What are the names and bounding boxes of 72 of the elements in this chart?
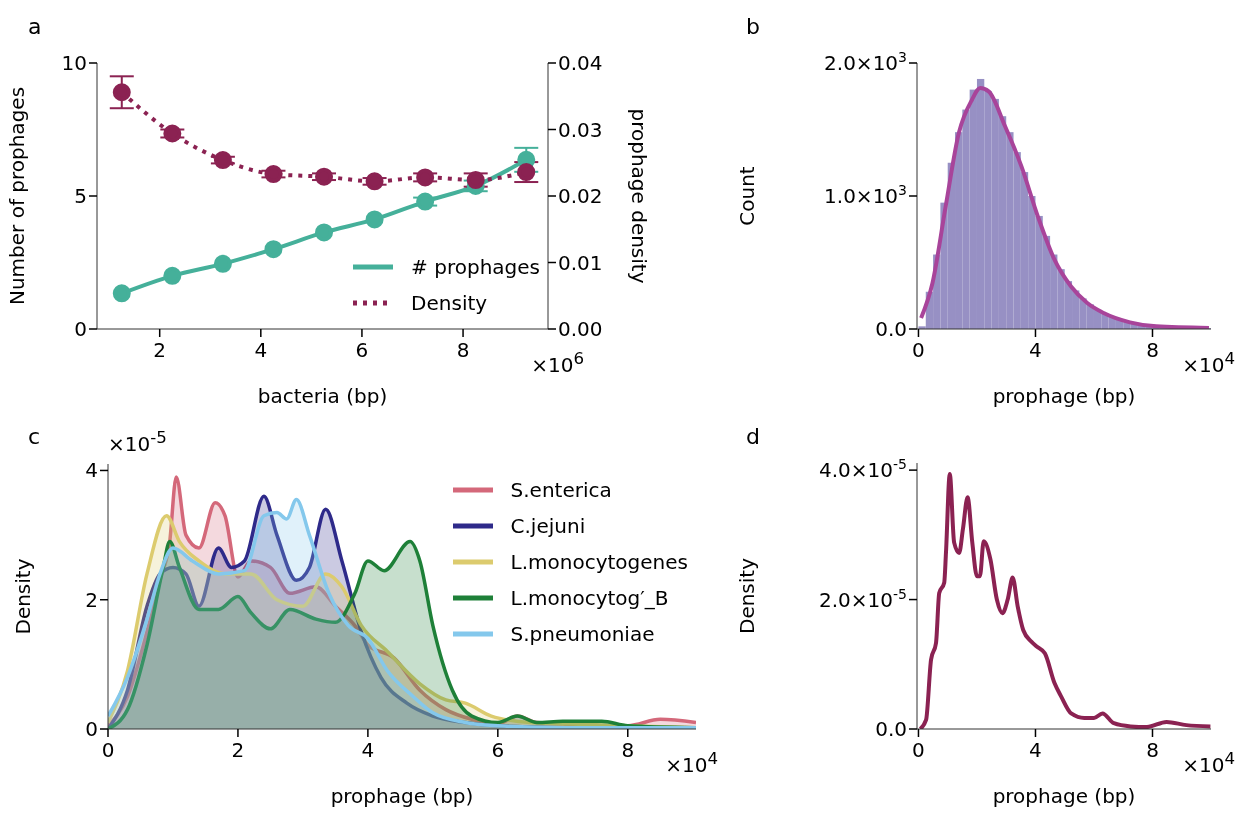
y-axis-title: Density: [735, 557, 760, 635]
x-axis-title: prophage (bp): [992, 384, 1136, 408]
point: [213, 254, 232, 273]
x-tick-label: 8: [1146, 738, 1159, 762]
point: [315, 167, 334, 186]
x-tick-label: 4: [361, 738, 375, 762]
y-tick-label: 1.0×10$^{3}$: [824, 182, 907, 208]
y-axis-title: Number of prophages: [5, 86, 30, 306]
y2-tick-label: 0.02: [558, 184, 603, 208]
y-tick-label: 4: [85, 458, 98, 483]
chart-title: d: [746, 424, 760, 449]
x-tick-label: 4: [1029, 738, 1042, 762]
point: [466, 171, 485, 190]
x-tick-label: 0: [101, 738, 115, 762]
y2-tick-label: 0.01: [558, 250, 603, 275]
x-tick-label: 2: [231, 738, 245, 762]
y-axis-title: Density: [11, 558, 36, 635]
point: [112, 83, 131, 102]
y-tick-label: 0: [74, 317, 87, 341]
x-tick-label: 0: [912, 738, 925, 762]
y-tick-label: 2.0×10$^{-5}$: [819, 585, 907, 612]
text: ×10$^{4}$: [665, 749, 718, 777]
legend-label: C.jejuni: [510, 514, 586, 538]
y2-axis-title: prophage density: [626, 108, 651, 284]
y2-tick-label: 0.03: [558, 117, 603, 142]
chart-title: a: [28, 14, 42, 39]
x-tick-label: 2: [153, 338, 167, 362]
y-tick-label: 2.0×10$^{3}$: [824, 49, 907, 75]
text: ×10$^{4}$: [1182, 349, 1235, 377]
y2-tick-label: 0.00: [558, 317, 603, 341]
point: [365, 210, 384, 229]
y-axis-title: Count: [735, 166, 760, 226]
x-tick-label: 8: [1146, 338, 1159, 362]
legend-label: S.pneumoniae: [510, 622, 655, 646]
text: ×10$^{4}$: [1182, 749, 1235, 777]
x-axis-title: prophage (bp): [992, 784, 1136, 808]
text: ×10$^{6}$: [531, 349, 584, 377]
legend-label: Density: [411, 291, 488, 315]
text: ×10$^{-5}$: [108, 428, 167, 456]
point: [365, 172, 384, 191]
point: [163, 124, 182, 143]
legend-label: # prophages: [411, 255, 540, 279]
y-tick-label: 0.0: [875, 717, 907, 741]
point: [416, 168, 435, 187]
x-axis-title: bacteria (bp): [257, 384, 388, 408]
point: [112, 284, 131, 303]
point: [264, 165, 283, 184]
y2-tick-label: 0.04: [558, 51, 603, 75]
point: [264, 240, 283, 259]
x-tick-label: 8: [456, 338, 470, 362]
point: [315, 223, 334, 242]
point: [213, 151, 232, 170]
chart-title: c: [28, 424, 41, 449]
x-tick-label: 6: [355, 338, 369, 362]
x-tick-label: 0: [912, 338, 925, 362]
x-axis-title: prophage (bp): [330, 784, 474, 808]
y-tick-label: 0: [85, 717, 98, 741]
y-tick-label: 10: [61, 51, 87, 75]
chart-title: b: [746, 14, 760, 39]
y-tick-label: 4.0×10$^{-5}$: [819, 456, 907, 483]
x-tick-label: 8: [621, 738, 635, 762]
point: [416, 192, 435, 211]
x-tick-label: 4: [254, 338, 268, 362]
legend-label: L.monocytog′_B: [510, 586, 669, 610]
legend-label: S.enterica: [510, 478, 612, 502]
x-tick-label: 6: [491, 738, 505, 762]
x-tick-label: 4: [1029, 338, 1042, 362]
y-tick-label: 2: [85, 587, 98, 612]
y-tick-label: 0.0: [875, 317, 907, 341]
legend-label: L.monocytogenes: [510, 550, 688, 574]
y-tick-label: 5: [74, 184, 87, 208]
point: [163, 266, 182, 285]
